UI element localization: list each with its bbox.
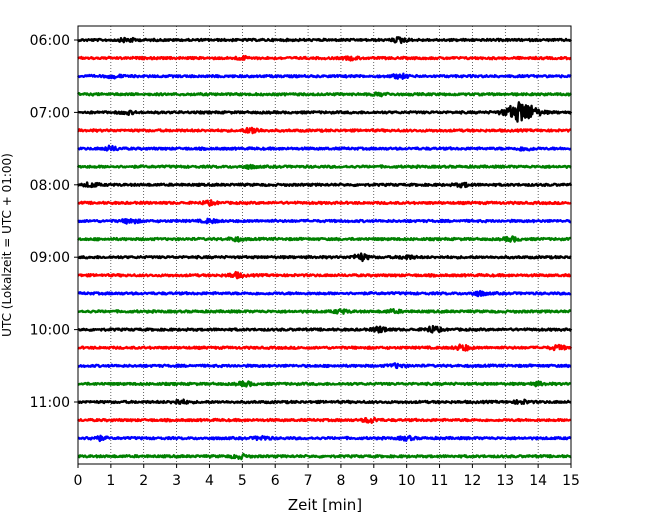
seismic-trace [77, 235, 572, 243]
x-tick-label: 6 [271, 473, 280, 489]
x-tick-label: 10 [398, 473, 416, 489]
x-tick-label: 14 [529, 473, 547, 489]
seismic-trace [77, 380, 572, 388]
y-tick-label: 10:00 [30, 323, 70, 339]
y-tick-label: 09:00 [30, 250, 70, 266]
y-tick-label: 06:00 [30, 33, 70, 49]
seismic-trace [77, 343, 573, 352]
x-tick-label: 15 [562, 473, 580, 489]
y-axis-label: UTC (Lokalzeit = UTC + 01:00) [0, 153, 14, 337]
seismic-trace [77, 324, 573, 334]
seismic-trace [77, 289, 572, 298]
y-tick-label: 08:00 [30, 178, 70, 194]
seismic-trace [77, 452, 572, 461]
seismic-trace [77, 144, 572, 152]
x-tick-label: 4 [205, 473, 214, 489]
x-tick-label: 0 [74, 473, 83, 489]
y-tick-label: 11:00 [30, 395, 70, 411]
x-tick-label: 2 [139, 473, 148, 489]
seismic-trace [77, 217, 572, 225]
x-tick-label: 7 [304, 473, 313, 489]
x-tick-label: 12 [463, 473, 481, 489]
seismic-trace [77, 54, 572, 62]
x-axis-ticks: 0 1 2 3 4 5 6 7 8 9 10 11 12 13 14 15 [74, 464, 580, 489]
seismic-trace [77, 91, 573, 98]
plot-frame [77, 25, 572, 465]
grid-lines [110, 26, 539, 464]
seismic-trace [77, 362, 572, 370]
x-tick-label: 5 [238, 473, 247, 489]
seismic-trace [76, 416, 572, 424]
x-tick-label: 1 [106, 473, 115, 489]
plot-background [78, 26, 571, 464]
x-tick-label: 9 [369, 473, 378, 489]
seismic-trace [77, 252, 572, 263]
seismic-trace [77, 308, 572, 315]
x-tick-label: 8 [336, 473, 345, 489]
x-tick-label: 13 [496, 473, 514, 489]
x-tick-label: 3 [172, 473, 181, 489]
seismic-traces [76, 36, 573, 461]
seismic-trace [77, 126, 572, 135]
y-tick-label: 07:00 [30, 105, 70, 121]
seismic-trace [76, 36, 572, 45]
seismic-trace [77, 101, 573, 123]
seismic-trace [77, 270, 572, 280]
seismic-trace [77, 398, 572, 405]
y-axis-ticks: 06:00 07:00 08:00 09:00 10:00 11:00 [30, 33, 78, 411]
x-tick-label: 11 [431, 473, 449, 489]
seismic-trace [77, 72, 572, 80]
seismic-trace [77, 199, 572, 207]
seismic-trace [77, 434, 572, 443]
x-axis-label: Zeit [min] [288, 496, 362, 514]
seismic-trace [76, 163, 572, 171]
seismic-trace [76, 181, 573, 189]
